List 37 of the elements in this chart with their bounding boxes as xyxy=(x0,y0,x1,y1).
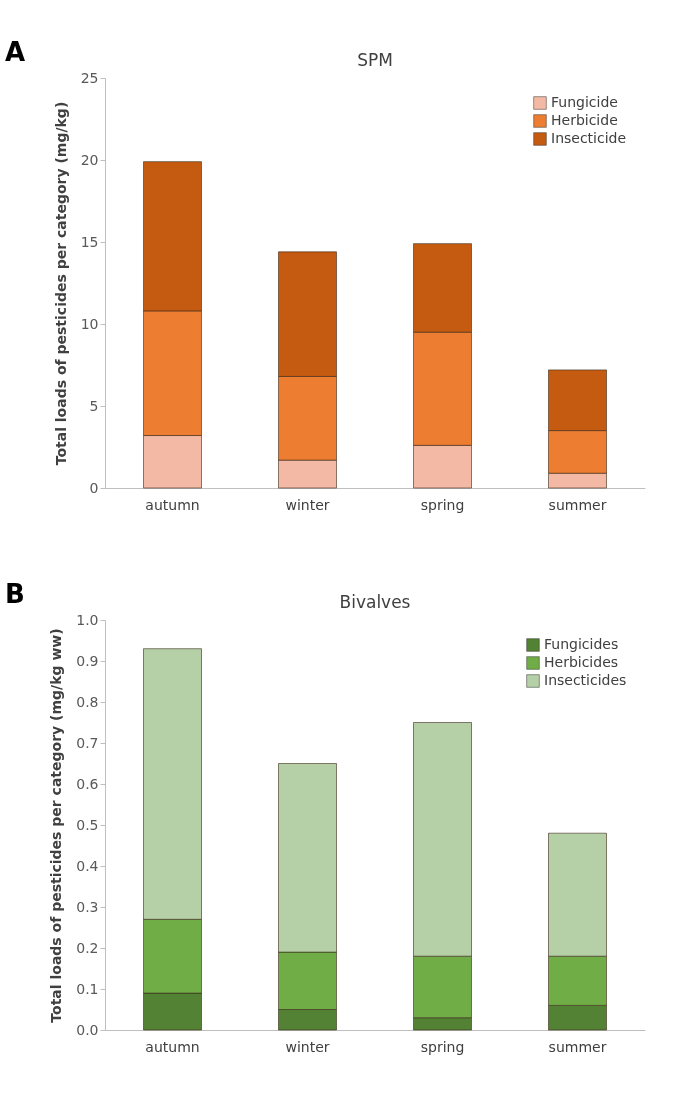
chart-title: SPM xyxy=(357,50,393,70)
legend-label: Insecticide xyxy=(551,130,627,146)
y-tick-label: 1.0 xyxy=(76,611,99,628)
y-tick-label: 0.0 xyxy=(76,1021,99,1038)
legend-label: Fungicides xyxy=(544,636,619,652)
y-tick-label: 0.3 xyxy=(76,898,99,915)
text: B xyxy=(5,579,25,609)
x-tick-label: spring xyxy=(420,496,465,513)
y-tick-label: 0.2 xyxy=(76,939,99,956)
x-tick-label: autumn xyxy=(145,1038,200,1055)
y-tick-label: 0.8 xyxy=(76,693,99,710)
y-axis-title: Total loads of pesticides per category (mg/kg ww) xyxy=(48,628,65,1023)
x-tick-label: autumn xyxy=(145,496,200,513)
y-tick-label: 0.7 xyxy=(76,734,99,751)
y-tick-label: 0.9 xyxy=(76,652,99,669)
y-tick-label: 20 xyxy=(80,151,99,168)
legend-label: Herbicide xyxy=(551,112,618,128)
legend-label: Fungicide xyxy=(551,94,618,110)
y-tick-label: 10 xyxy=(80,315,99,332)
y-tick-label: 0.6 xyxy=(76,775,99,792)
y-tick-label: 0.4 xyxy=(76,857,99,874)
chart-title: Bivalves xyxy=(339,592,411,612)
y-tick-label: 25 xyxy=(80,69,99,86)
x-tick-label: summer xyxy=(548,496,607,513)
y-tick-label: 0.5 xyxy=(76,816,99,833)
text: A xyxy=(5,37,26,67)
legend-label: Herbicides xyxy=(544,654,619,670)
legend-label: Insecticides xyxy=(544,672,627,688)
y-tick-label: 15 xyxy=(80,233,99,250)
x-tick-label: winter xyxy=(285,496,330,513)
x-tick-label: winter xyxy=(285,1038,330,1055)
y-tick-label: 0.1 xyxy=(76,980,99,997)
y-tick-label: 5 xyxy=(89,397,99,414)
x-tick-label: spring xyxy=(420,1038,465,1055)
x-tick-label: summer xyxy=(548,1038,607,1055)
y-axis-title: Total loads of pesticides per category (mg/kg) xyxy=(52,101,69,466)
y-tick-label: 0 xyxy=(89,479,99,496)
